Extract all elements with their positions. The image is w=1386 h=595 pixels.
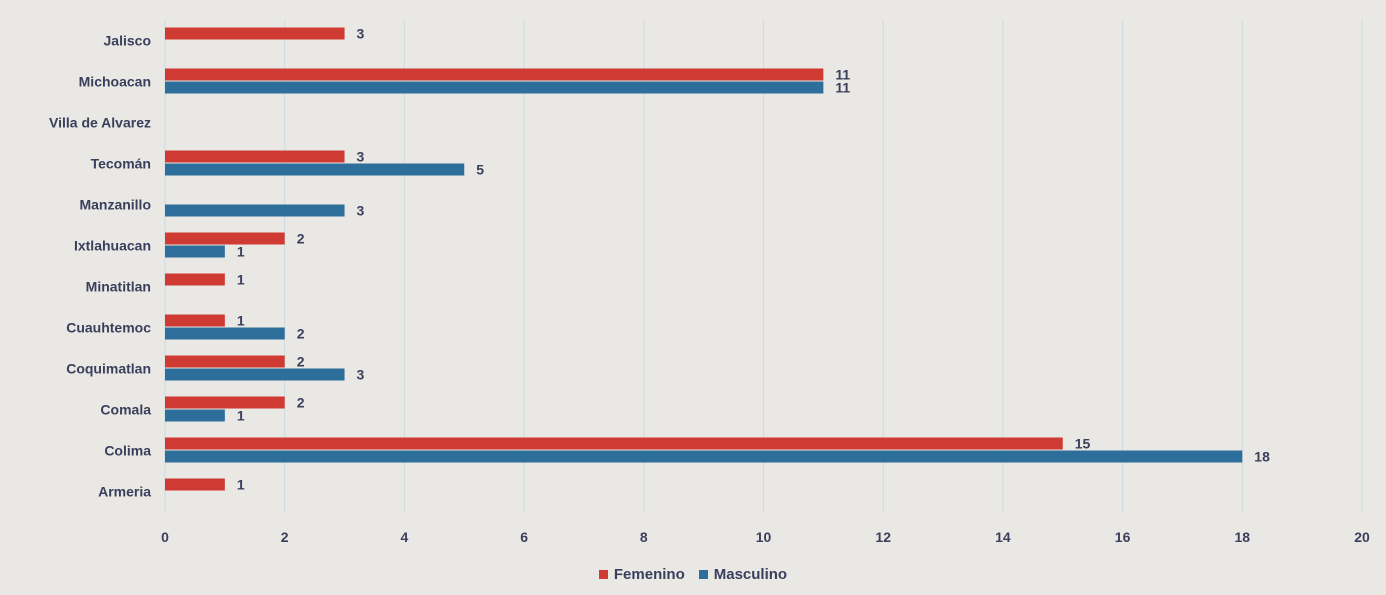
bar-femenino (165, 27, 345, 40)
data-label: 2 (297, 231, 305, 247)
bar-femenino (165, 478, 225, 491)
category-label: Ixtlahuacan (74, 238, 151, 254)
bar-femenino (165, 150, 345, 163)
data-label: 3 (357, 367, 365, 383)
data-label: 1 (237, 313, 245, 329)
data-label: 1 (237, 408, 245, 424)
category-label: Colima (104, 443, 151, 459)
category-label: Comala (100, 402, 151, 418)
legend-item: Masculino (698, 566, 788, 583)
data-label: 18 (1254, 449, 1270, 465)
bar-masculino (165, 245, 225, 258)
category-label: Tecomán (91, 156, 151, 172)
bar-femenino (165, 232, 285, 245)
data-label: 5 (476, 162, 484, 178)
legend-swatch (598, 570, 608, 579)
bar-femenino (165, 355, 285, 368)
bar-masculino (165, 81, 824, 94)
bar-masculino (165, 163, 465, 176)
data-label: 1 (237, 272, 245, 288)
x-tick-label: 0 (161, 529, 169, 545)
x-tick-label: 20 (1354, 529, 1370, 545)
legend-label: Femenino (613, 566, 685, 583)
data-label: 3 (357, 203, 365, 219)
category-label: Jalisco (104, 33, 151, 49)
bar-masculino (165, 327, 285, 340)
category-label: Manzanillo (79, 197, 151, 213)
x-tick-label: 14 (995, 529, 1011, 545)
bar-femenino (165, 437, 1063, 450)
data-label: 2 (297, 326, 305, 342)
data-label: 1 (237, 244, 245, 260)
bar-masculino (165, 450, 1243, 463)
legend-swatch (698, 570, 708, 579)
category-label: Minatitlan (86, 279, 151, 295)
category-label: Michoacan (79, 74, 151, 90)
legend-label: Masculino (713, 566, 788, 583)
bar-masculino (165, 204, 345, 217)
data-label: 11 (835, 80, 850, 96)
data-label: 11 (835, 67, 850, 83)
x-tick-label: 4 (401, 529, 409, 545)
bar-femenino (165, 396, 285, 409)
category-label: Cuauhtemoc (66, 320, 151, 336)
category-label: Armeria (98, 484, 151, 500)
x-tick-label: 18 (1235, 529, 1251, 545)
data-label: 15 (1075, 436, 1091, 452)
x-tick-label: 10 (756, 529, 772, 545)
x-tick-label: 8 (640, 529, 648, 545)
bar-masculino (165, 409, 225, 422)
category-label: Coquimatlan (66, 361, 151, 377)
bar-femenino (165, 68, 824, 81)
category-label: Villa de Alvarez (49, 115, 151, 131)
data-label: 3 (357, 26, 365, 42)
x-tick-label: 6 (520, 529, 528, 545)
data-label: 2 (297, 354, 305, 370)
legend-item: Femenino (598, 566, 685, 583)
data-label: 3 (357, 149, 365, 165)
x-tick-label: 12 (875, 529, 891, 545)
data-label: 1 (237, 477, 245, 493)
data-label: 2 (297, 395, 305, 411)
bar-femenino (165, 314, 225, 327)
bar-masculino (165, 368, 345, 381)
x-tick-label: 2 (281, 529, 289, 545)
bar-femenino (165, 273, 225, 286)
legend: Femenino Masculino (0, 566, 1386, 583)
x-tick-label: 16 (1115, 529, 1131, 545)
